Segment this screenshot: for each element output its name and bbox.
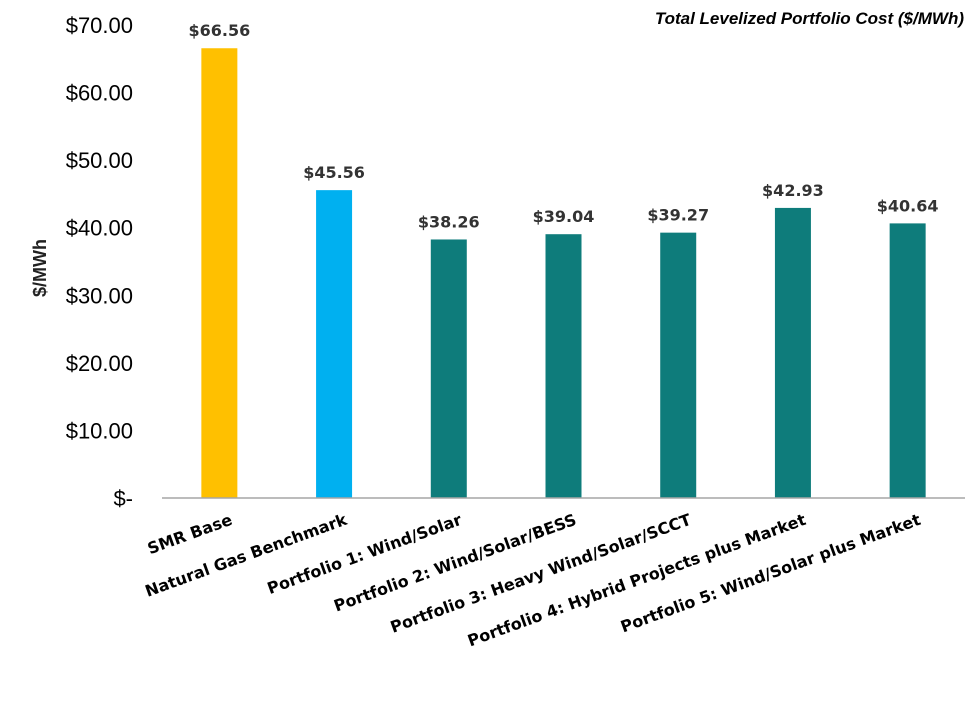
data-label: $66.56 <box>188 21 250 40</box>
data-label: $39.04 <box>533 207 595 226</box>
data-label: $40.64 <box>877 196 939 215</box>
data-label: $42.93 <box>762 181 824 200</box>
x-tick-label: Natural Gas Benchmark <box>142 510 349 601</box>
y-tick-label: $60.00 <box>66 81 133 106</box>
y-tick-label: $40.00 <box>66 216 133 241</box>
bar <box>774 207 811 498</box>
y-tick-label: $50.00 <box>66 148 133 173</box>
y-axis-ticks: $- $10.00 $20.00 $30.00 $40.00 $50.00 $60.00 $7… <box>66 13 133 511</box>
chart-title: Total Levelized Portfolio Cost ($/MWh) <box>655 9 964 28</box>
data-label: $45.56 <box>303 163 365 182</box>
bar <box>201 48 238 499</box>
bar <box>430 239 467 498</box>
bar <box>889 223 926 498</box>
bar <box>660 232 697 498</box>
x-tick-label: SMR Base <box>145 510 235 558</box>
bar <box>316 190 353 498</box>
y-axis-label: $/MWh <box>30 239 50 297</box>
data-label: $39.27 <box>647 206 709 225</box>
y-tick-label: $- <box>113 486 133 511</box>
y-tick-label: $20.00 <box>66 351 133 376</box>
data-label: $38.26 <box>418 212 480 231</box>
y-tick-label: $10.00 <box>66 418 133 443</box>
bars <box>201 48 926 499</box>
y-tick-label: $70.00 <box>66 13 133 38</box>
data-labels: $66.56 $45.56 $38.26 $39.04 $39.27 $42.93 $40.… <box>188 21 938 231</box>
bar <box>545 234 582 498</box>
y-tick-label: $30.00 <box>66 283 133 308</box>
